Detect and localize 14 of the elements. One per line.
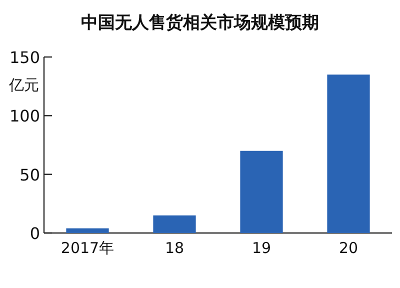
bar <box>327 74 370 233</box>
y-tick-label: 150 <box>9 48 40 67</box>
y-tick-label: 100 <box>9 106 40 126</box>
x-tick-label: 20 <box>338 239 358 257</box>
chart-title: 中国无人售货相关市场规模预期 <box>81 13 319 33</box>
x-tick-label: 18 <box>164 239 184 257</box>
bar <box>240 150 283 233</box>
y-tick-label: 0 <box>30 224 40 243</box>
bar <box>153 215 196 233</box>
bar <box>66 228 109 233</box>
x-tick-label: 2017年 <box>60 239 114 257</box>
x-tick-label: 19 <box>252 239 272 257</box>
y-axis-title: 亿元 <box>8 76 39 94</box>
y-tick-label: 50 <box>20 165 40 184</box>
